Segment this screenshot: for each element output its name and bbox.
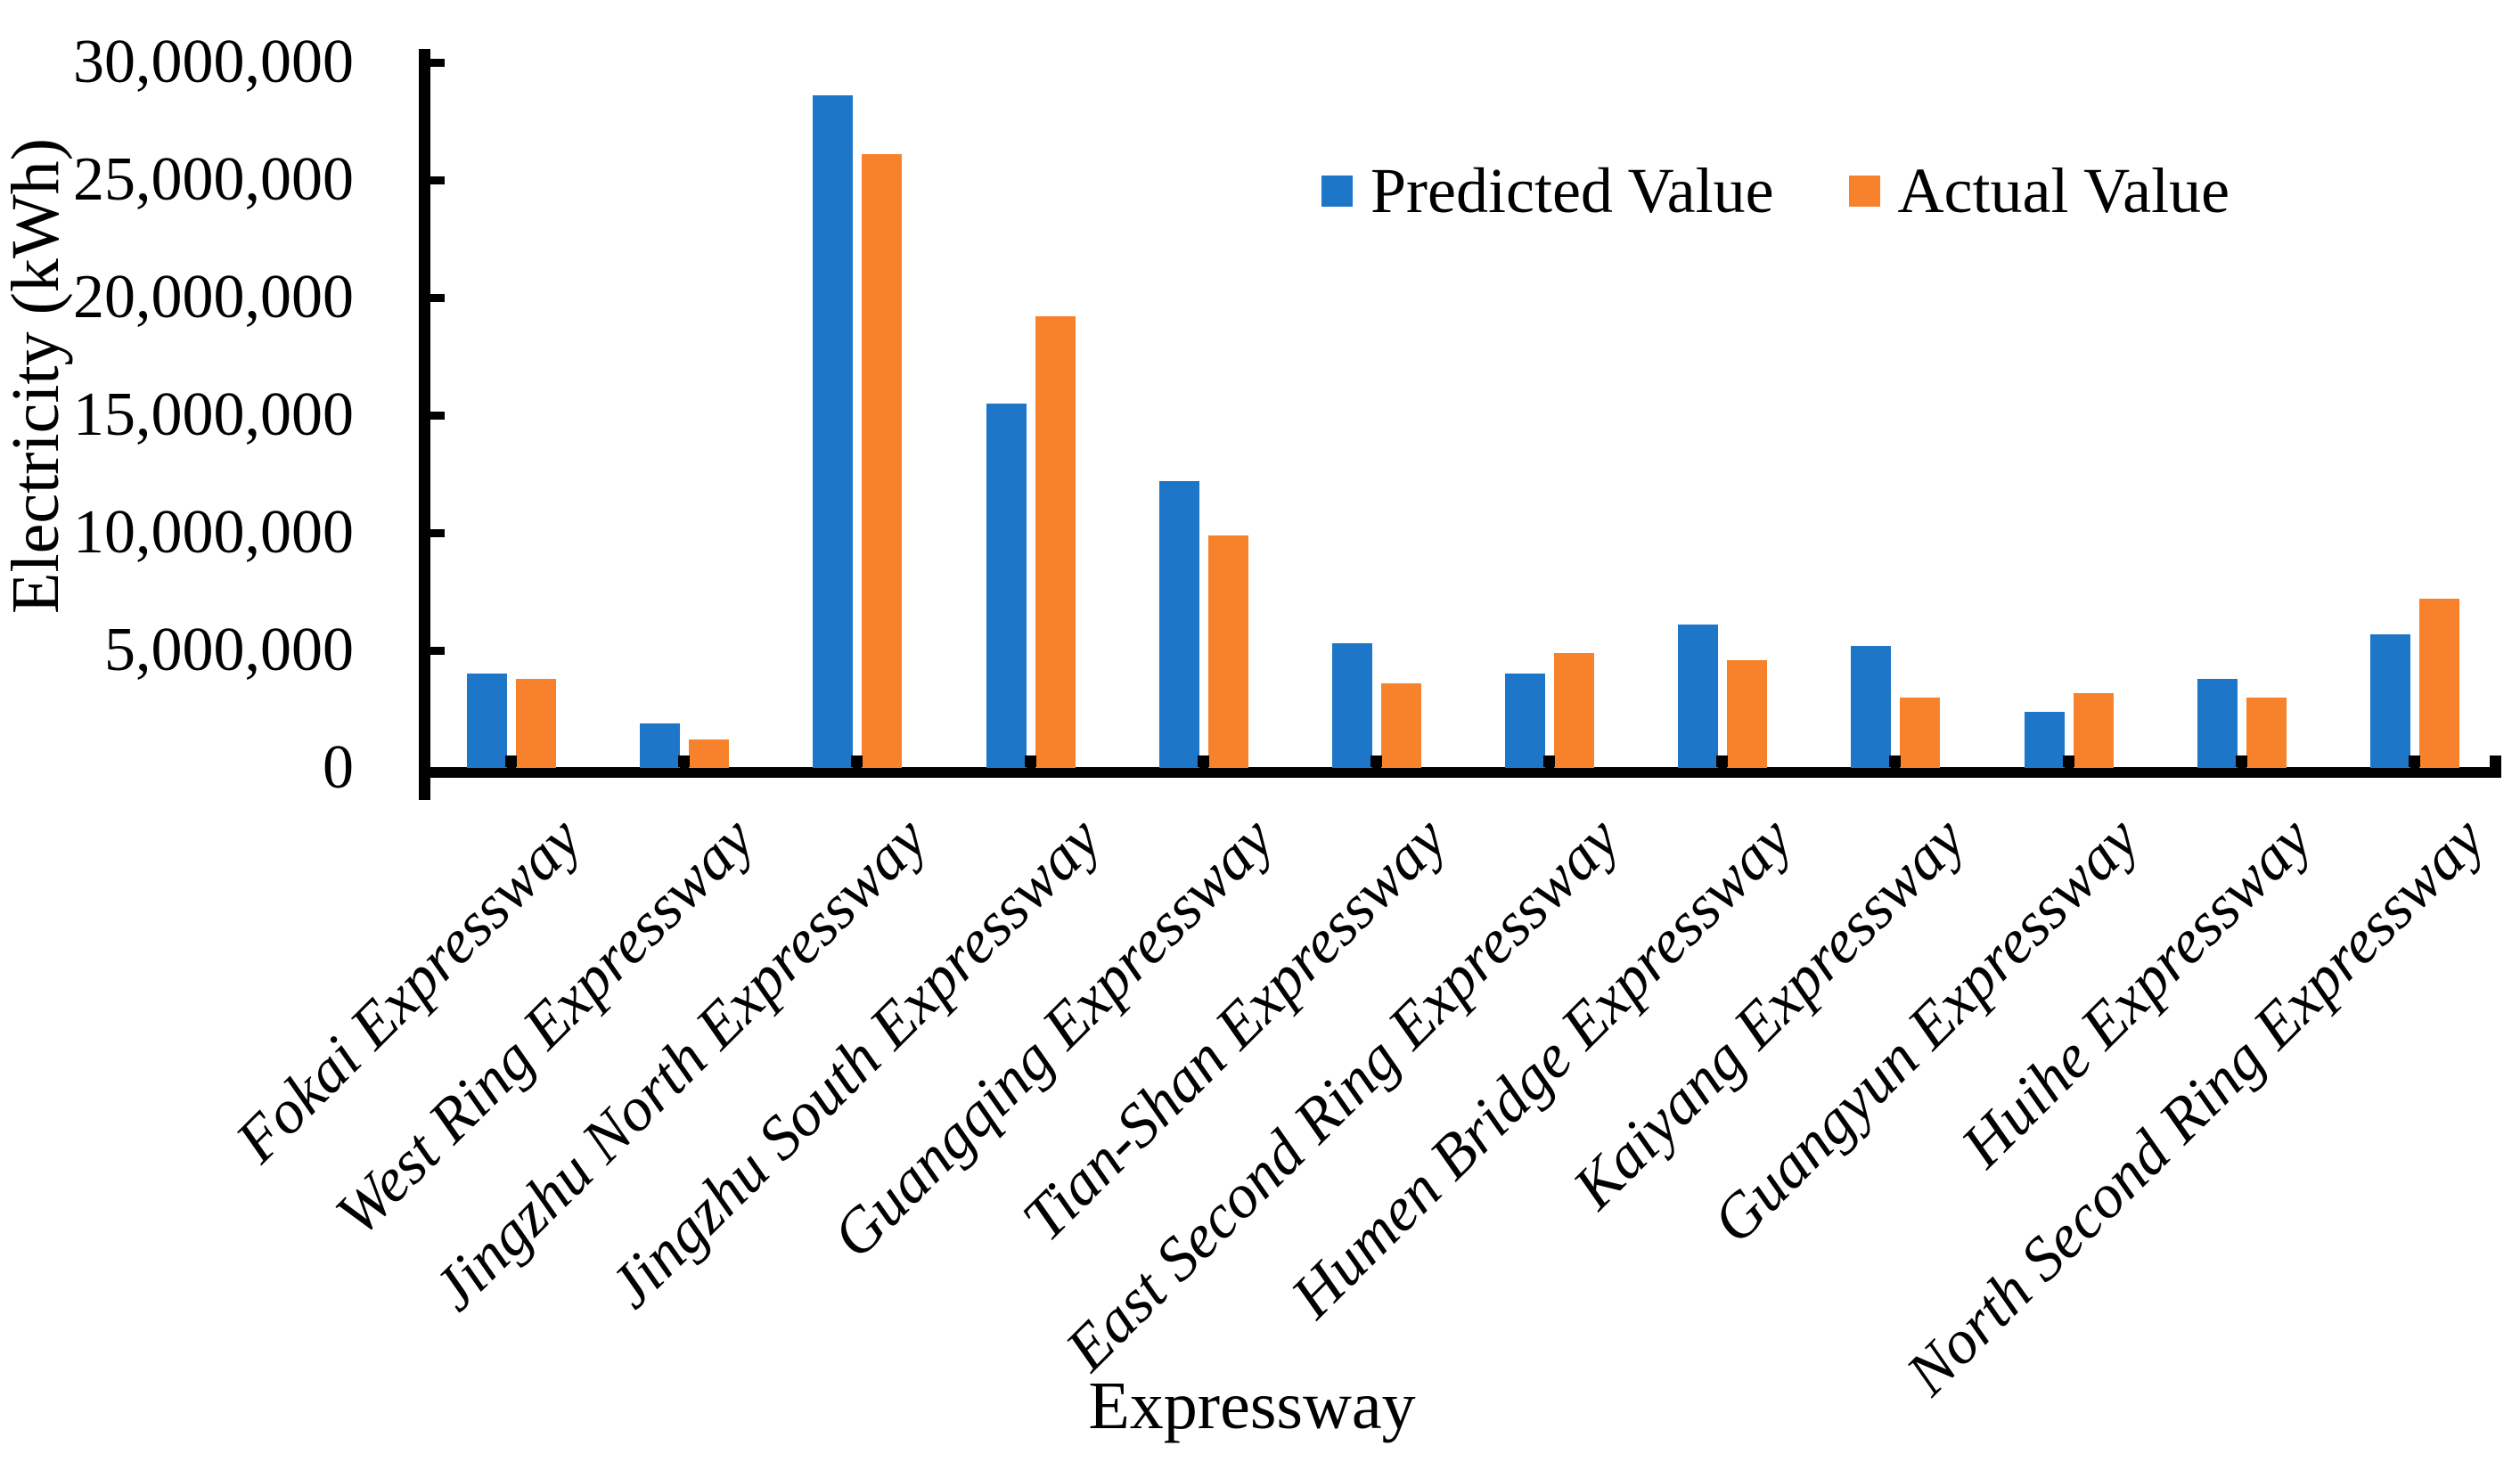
bar-actual-7 bbox=[1554, 652, 1595, 768]
bar-actual-4 bbox=[1035, 316, 1076, 768]
bar-predicted-1 bbox=[467, 674, 508, 768]
bar-actual-1 bbox=[516, 678, 557, 768]
x-axis-tick bbox=[1024, 756, 1036, 767]
y-axis-tick bbox=[430, 294, 445, 302]
x-axis-tick bbox=[2408, 756, 2420, 767]
bar-predicted-4 bbox=[986, 403, 1027, 768]
x-axis-tick bbox=[1197, 756, 1209, 767]
y-axis-tick-label: 0 bbox=[323, 733, 354, 802]
predicted-series-swatch bbox=[1321, 175, 1353, 207]
bar-predicted-5 bbox=[1158, 480, 1199, 768]
y-axis-tick-label: 10,000,000 bbox=[73, 498, 354, 567]
bar-actual-3 bbox=[862, 153, 903, 768]
legend-item-actual: Actual Value bbox=[1848, 155, 2230, 226]
bar-predicted-11 bbox=[2197, 678, 2238, 768]
bar-predicted-8 bbox=[1678, 624, 1719, 768]
bar-actual-12 bbox=[2418, 598, 2459, 768]
x-axis-tick bbox=[505, 756, 518, 767]
bar-predicted-9 bbox=[1851, 645, 1892, 768]
x-axis-line bbox=[419, 767, 2501, 778]
bar-predicted-3 bbox=[813, 94, 854, 768]
x-axis-tick bbox=[2062, 756, 2074, 767]
x-axis-end-tick bbox=[2490, 756, 2501, 767]
y-axis-tick bbox=[430, 529, 445, 537]
x-axis-tick bbox=[1543, 756, 1556, 767]
legend-item-predicted: Predicted Value bbox=[1321, 159, 1774, 223]
bar-predicted-7 bbox=[1505, 674, 1546, 768]
y-axis-tick bbox=[430, 412, 445, 420]
x-axis-tick bbox=[1370, 756, 1382, 767]
y-axis-tick bbox=[430, 59, 445, 67]
bar-actual-8 bbox=[1727, 659, 1768, 768]
y-axis-tick bbox=[430, 647, 445, 655]
bar-actual-11 bbox=[2246, 697, 2287, 768]
bar-actual-10 bbox=[2073, 692, 2114, 768]
legend: Predicted Value Actual Value bbox=[1321, 159, 2230, 223]
bar-predicted-10 bbox=[2024, 711, 2065, 768]
y-axis-tick-label: 25,000,000 bbox=[73, 145, 354, 214]
x-axis-tick bbox=[2235, 756, 2247, 767]
y-axis-tick-label: 15,000,000 bbox=[73, 380, 354, 449]
x-axis-title: Expressway bbox=[1088, 1368, 1416, 1443]
actual-series-swatch bbox=[1848, 175, 1880, 207]
y-axis-tick-label: 30,000,000 bbox=[73, 28, 354, 96]
x-axis-tick bbox=[678, 756, 691, 767]
y-axis-tick-label: 5,000,000 bbox=[104, 616, 354, 684]
legend-label-actual: Actual Value bbox=[1897, 155, 2230, 226]
x-axis-tick bbox=[1716, 756, 1729, 767]
bar-actual-5 bbox=[1207, 535, 1248, 768]
legend-label-predicted: Predicted Value bbox=[1370, 155, 1774, 226]
y-axis-tick-label: 20,000,000 bbox=[73, 263, 354, 331]
bar-predicted-6 bbox=[1331, 643, 1372, 768]
y-axis-tick bbox=[430, 176, 445, 184]
y-axis-line bbox=[419, 49, 430, 800]
x-axis-tick bbox=[1889, 756, 1902, 767]
x-axis-tick bbox=[851, 756, 863, 767]
bar-predicted-2 bbox=[640, 723, 681, 768]
bar-actual-9 bbox=[1900, 697, 1941, 768]
bar-actual-6 bbox=[1380, 682, 1421, 768]
bar-actual-2 bbox=[689, 739, 730, 768]
bar-predicted-12 bbox=[2369, 633, 2410, 768]
